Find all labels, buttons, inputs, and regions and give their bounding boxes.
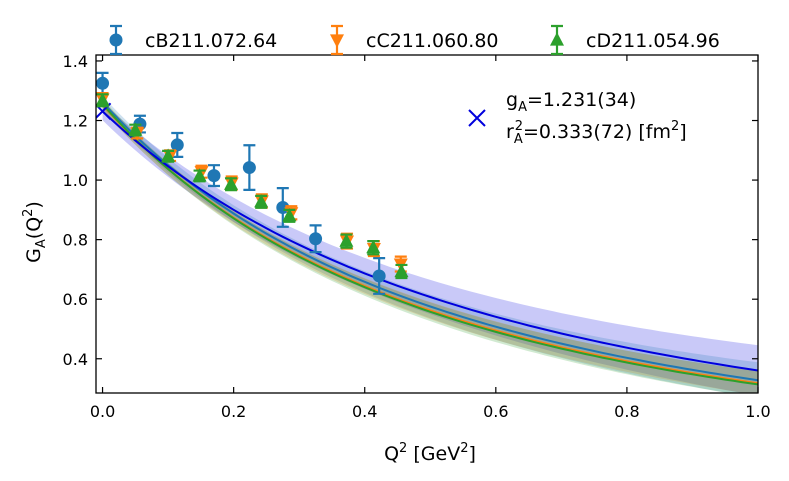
axis-ticks <box>96 55 759 393</box>
legend-entry-0: cB211.072.64 <box>109 24 277 56</box>
y-tick-label: 0.8 <box>63 231 88 250</box>
point-0-3 <box>207 169 221 183</box>
fit-annotation: gA=1.231(34) rA2=0.333(72) [fm2] <box>468 89 687 147</box>
fit-curve-0 <box>101 101 758 382</box>
x-tick-label: 0.8 <box>614 402 639 421</box>
point-0-2 <box>170 138 184 152</box>
x-tick-label: 0.2 <box>221 402 246 421</box>
continuum-fit-curve <box>101 110 758 372</box>
legend: cB211.072.64 cC211.060.80 cD211.054.96 <box>109 24 720 56</box>
point-0-7 <box>372 269 386 283</box>
x-tick-labels: 0.0 0.2 0.4 0.6 0.8 1.0 <box>90 402 771 421</box>
legend-marker-0 <box>109 33 123 47</box>
point-2-4 <box>224 176 239 190</box>
x-axis-title: Q2 [GeV2] <box>384 441 476 465</box>
y-tick-label: 1.4 <box>63 52 88 71</box>
y-axis-title: GA(Q2) <box>21 201 49 263</box>
point-2-6 <box>282 208 297 222</box>
y-tick-label: 0.4 <box>63 350 88 369</box>
ga-annotation: gA=1.231(34) <box>506 89 636 115</box>
continuum-x-marker-legend <box>468 109 486 127</box>
series-cD211.054.96 <box>95 92 409 280</box>
fit-curves <box>96 101 758 386</box>
point-0-4 <box>242 161 256 175</box>
point-2-9 <box>394 263 409 278</box>
y-tick-label: 1.0 <box>63 171 88 190</box>
fit-band-2 <box>102 98 758 393</box>
x-tick-label: 0.4 <box>352 402 377 421</box>
legend-marker-1 <box>330 34 344 48</box>
x-tick-label: 0.6 <box>483 402 508 421</box>
point-2-8 <box>366 239 381 254</box>
x-tick-label: 0.0 <box>90 402 115 421</box>
continuum-fit-band <box>102 102 758 393</box>
legend-label-0: cB211.072.64 <box>145 30 277 52</box>
point-2-3 <box>192 168 207 182</box>
legend-label-1: cC211.060.80 <box>366 30 499 52</box>
point-2-2 <box>161 148 176 162</box>
y-tick-label: 1.2 <box>63 112 88 131</box>
x-tick-label: 1.0 <box>745 402 770 421</box>
legend-entry-2: cD211.054.96 <box>550 24 720 56</box>
plot-frame <box>95 54 759 394</box>
legend-entry-1: cC211.060.80 <box>330 24 499 56</box>
point-2-5 <box>254 194 269 208</box>
fit-band-1 <box>102 99 758 393</box>
point-2-1 <box>128 122 143 136</box>
ra-annotation: rA2=0.333(72) [fm2] <box>506 119 687 147</box>
fit-band-0 <box>102 96 758 393</box>
point-2-7 <box>339 233 354 247</box>
annotation-x-marker <box>468 109 486 127</box>
fit-curve-2 <box>101 103 758 386</box>
point-2-0 <box>95 92 110 106</box>
legend-label-2: cD211.054.96 <box>586 30 720 52</box>
y-tick-label: 0.6 <box>63 290 88 309</box>
data-points <box>95 71 409 295</box>
point-0-6 <box>309 232 323 246</box>
y-tick-labels: 0.4 0.6 0.8 1.0 1.2 1.4 <box>63 52 88 369</box>
fit-bands <box>102 96 758 393</box>
legend-marker-2 <box>550 32 564 46</box>
point-0-0 <box>96 76 110 90</box>
